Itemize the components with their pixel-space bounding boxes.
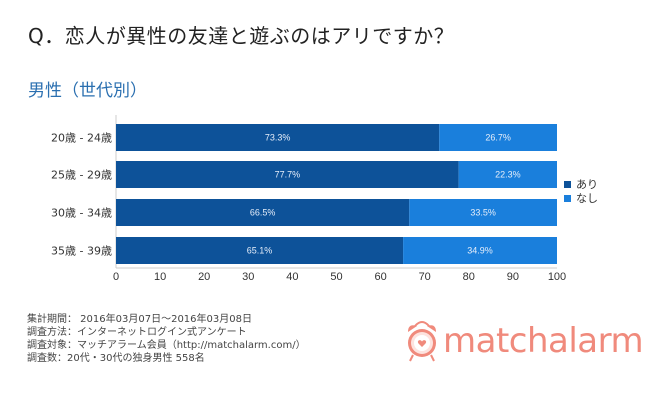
bar-data-label: 65.1% [247,246,273,256]
x-tick-label: 10 [154,271,166,283]
bar-data-label: 73.3% [265,133,291,143]
legend-item-nashi: なし [564,191,598,205]
bar-ari [116,199,410,226]
chart-subtitle: 男性（世代別） [28,81,147,101]
legend-label-ari: あり [576,178,598,191]
category-label: 20歳 - 24歳 [51,132,112,145]
x-tick-label: 40 [286,271,298,283]
note-period: 集計期間： 2016年03月07日～2016年03月08日 [27,314,252,325]
stacked-bar-chart: 73.3% 26.7% 20歳 - 24歳 77.7% 22.3% 25歳 - 29歳 66… [51,115,566,283]
bar-nashi [409,199,557,226]
logo-text: matchalarm [443,321,644,361]
x-tick-label: 60 [374,271,386,283]
x-tick-label: 50 [330,271,342,283]
legend-label-nashi: なし [576,192,598,205]
bar-ari [116,124,440,151]
x-tick-label: 70 [419,271,431,283]
note-count: 調査数：20代・30代の独身男性 558名 [27,353,205,364]
legend-swatch-nashi [564,194,571,202]
note-method: 調査方法：インターネットログイン式アンケート [27,327,247,338]
bar-data-label: 34.9% [467,246,493,256]
bar-data-label: 33.5% [470,208,496,218]
x-tick-label: 90 [507,271,519,283]
matchalarm-logo: matchalarm [405,318,644,364]
category-label: 25歳 - 29歳 [51,169,112,182]
note-target: 調査対象：マッチアラーム会員（http://matchalarm.com/） [27,340,306,351]
bar-data-label: 22.3% [495,170,521,180]
x-tick-label: 20 [198,271,210,283]
x-tick-label: 30 [242,271,254,283]
alarm-clock-heart-icon [408,321,436,362]
bar-data-label: 26.7% [485,133,511,143]
legend-swatch-ari [564,180,571,188]
bar-ari [116,161,459,188]
bar-nashi [403,237,557,264]
bar-data-label: 66.5% [250,208,276,218]
bar-ari [116,237,404,264]
question-title: Q．恋人が異性の友達と遊ぶのはアリですか？ [28,24,455,48]
survey-notes: 集計期間： 2016年03月07日～2016年03月08日 調査方法：インターネ… [27,313,306,365]
legend: あり なし [564,177,598,205]
category-label: 30歳 - 34歳 [51,207,112,220]
x-tick-label: 0 [113,271,119,283]
bar-nashi [458,161,557,188]
x-tick-label: 100 [548,271,566,283]
bar-data-label: 77.7% [275,170,301,180]
legend-item-ari: あり [564,177,598,191]
x-tick-label: 80 [463,271,475,283]
category-label: 35歳 - 39歳 [51,245,112,258]
bar-nashi [439,124,557,151]
